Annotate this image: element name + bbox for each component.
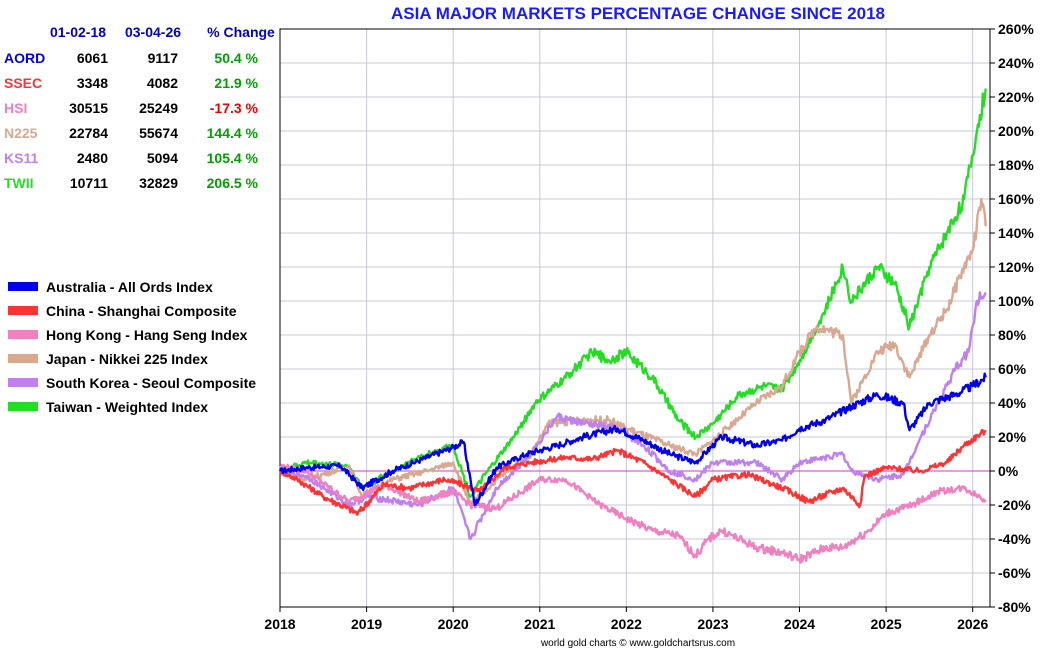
table-end-value: 4082 (147, 75, 178, 91)
series-line-ssec (278, 428, 987, 516)
table-start-value: 10711 (70, 175, 108, 191)
legend-label: Hong Kong - Hang Seng Index (46, 327, 248, 343)
legend-swatch-twii (8, 402, 38, 411)
y-tick-label: 160% (998, 191, 1034, 207)
x-tick-label: 2020 (438, 616, 469, 632)
y-tick-label: 200% (998, 123, 1034, 139)
legend-swatch-n225 (8, 354, 38, 363)
table-start-value: 6061 (77, 50, 108, 66)
table-code: HSI (4, 100, 27, 116)
y-tick-label: 240% (998, 55, 1034, 71)
legend-swatch-ks11 (8, 378, 38, 387)
series-line-ks11 (278, 291, 987, 541)
axes: 260% 240% 220% 200% 180% 160% 140% 120% 100% 80% 6… (264, 21, 1034, 632)
series-line-hsi (279, 463, 987, 564)
y-tick-label: 100% (998, 293, 1034, 309)
table-change-value: -17.3 % (210, 100, 259, 116)
plot-frame (279, 28, 991, 608)
legend-swatch-hsi (8, 330, 38, 339)
y-tick-label: -20% (998, 497, 1031, 513)
legend-label: Taiwan - Weighted Index (46, 399, 208, 415)
y-tick-label: -60% (998, 565, 1031, 581)
table-start-value: 3348 (77, 75, 108, 91)
table-code: SSEC (4, 75, 42, 91)
y-tick-label: -40% (998, 531, 1031, 547)
legend-swatch-ssec (8, 306, 38, 315)
y-tick-label: 0% (998, 463, 1019, 479)
legend-label: China - Shanghai Composite (46, 303, 237, 319)
y-tick-label: 180% (998, 157, 1034, 173)
x-tick-label: 2022 (611, 616, 642, 632)
table-end-value: 55674 (139, 125, 178, 141)
credit-text: world gold charts © www.goldchartsrus.co… (540, 638, 735, 649)
stats-table: 01-02-18 03-04-26 % Change AORD 6061 9117 50.4… (4, 24, 275, 191)
y-tick-label: 60% (998, 361, 1027, 377)
x-tick-label: 2026 (957, 616, 988, 632)
x-tick-label: 2023 (697, 616, 728, 632)
table-code: TWII (4, 175, 34, 191)
legend-label: Australia - All Ords Index (46, 279, 213, 295)
table-change-value: 105.4 % (207, 150, 259, 166)
table-code: N225 (4, 125, 38, 141)
y-tick-label: 260% (998, 21, 1034, 37)
x-tick-label: 2021 (524, 616, 555, 632)
series-line-aord (278, 372, 987, 507)
legend-label: Japan - Nikkei 225 Index (46, 351, 208, 367)
table-change-value: 206.5 % (207, 175, 259, 191)
table-start-value: 22784 (69, 125, 108, 141)
table-header: % Change (207, 24, 275, 40)
x-tick-label: 2018 (264, 616, 295, 632)
table-end-value: 25249 (139, 100, 178, 116)
y-tick-label: -80% (998, 599, 1031, 615)
legend-label: South Korea - Seoul Composite (46, 375, 256, 391)
table-start-value: 30515 (69, 100, 108, 116)
table-change-value: 50.4 % (214, 50, 258, 66)
x-tick-label: 2024 (784, 616, 815, 632)
table-code: AORD (4, 50, 45, 66)
table-start-value: 2480 (77, 150, 108, 166)
table-change-value: 144.4 % (207, 125, 259, 141)
y-tick-label: 220% (998, 89, 1034, 105)
y-tick-label: 140% (998, 225, 1034, 241)
table-header: 01-02-18 (50, 24, 106, 40)
table-end-value: 32829 (139, 175, 178, 191)
x-tick-label: 2025 (871, 616, 902, 632)
y-tick-label: 40% (998, 395, 1027, 411)
table-code: KS11 (4, 150, 38, 166)
y-tick-label: 20% (998, 429, 1027, 445)
legend: Australia - All Ords Index China - Shangh… (8, 279, 256, 415)
series-lines (278, 88, 987, 564)
table-end-value: 9117 (148, 50, 179, 66)
table-header: 03-04-26 (125, 24, 181, 40)
legend-swatch-aord (8, 282, 38, 291)
y-tick-label: 120% (998, 259, 1034, 275)
series-line-n225 (279, 197, 987, 507)
x-tick-label: 2019 (351, 616, 382, 632)
table-change-value: 21.9 % (214, 75, 258, 91)
y-tick-label: 80% (998, 327, 1027, 343)
table-end-value: 5094 (147, 150, 178, 166)
chart-title: ASIA MAJOR MARKETS PERCENTAGE CHANGE SIN… (391, 4, 885, 23)
